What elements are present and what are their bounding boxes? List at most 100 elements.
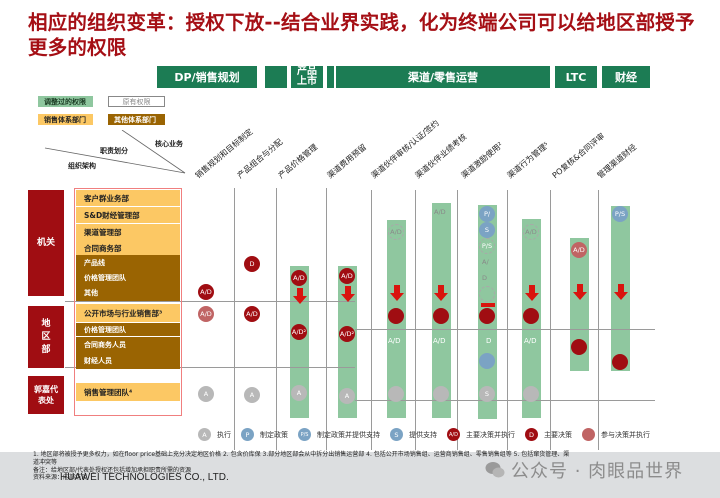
process-bar-dp: DP/销售规划 [157,66,257,88]
arrow-down-icon [390,285,404,301]
marker-decide-execute: A/D [339,268,355,284]
legend-item-policy: P 制定政策 [241,428,288,441]
org-unit: 渠道管理部 [76,224,180,240]
legend-other-dept: 其他体系部门 [108,114,165,125]
marker-decide [612,354,628,370]
process-bar-product-launch: 产品 上市 [291,66,323,88]
column-header: 产品价格管理 [276,142,320,181]
legend-item-decide-execute: A/D 主要决策并执行 [447,428,515,441]
process-bar-label: 财经 [615,71,637,84]
grid-line [65,367,355,368]
decide-icon: D [525,428,538,441]
legend-item-decide: D 主要决策 [525,428,572,441]
grid-line [326,188,327,450]
legend: A 执行 P 制定政策 P/S 制定政策并提供支持 S 提供支持 A/D 主要决… [198,428,650,441]
marker-decide [388,308,404,324]
marker-decide: D [244,256,260,272]
marker-decide-execute: A/D [198,284,214,300]
org-unit: 销售管理团队⁴ [76,383,180,401]
legend-label: 参与决策并执行 [601,430,650,439]
process-bar-channel-retail: 渠道/零售运营 [336,66,550,88]
marker-participate: A/D [198,306,214,322]
adjusted-column [570,238,589,371]
grid-line [507,190,508,450]
legend-label: 制定政策并提供支持 [317,430,380,439]
process-bar-label: LTC [565,70,587,84]
marker-decide-text: D [486,337,492,345]
process-bar-ltc: LTC [555,66,597,88]
marker-original-authority [479,286,495,302]
marker-original-authority: A/D [388,224,404,240]
watermark: 公众号 · 肉眼品世界 [485,457,683,483]
policy-icon: P [241,428,254,441]
process-bar-label: 渠道/零售运营 [407,71,479,84]
marker-decide-execute [479,308,495,324]
grid-line [65,301,355,302]
org-unit: 公开市场与行业销售部³ [76,304,180,322]
adjusted-column [290,266,309,418]
legend-item-execute: A 执行 [198,428,231,441]
marker-policy-support-original: P/S [479,238,495,254]
marker-policy [479,353,495,369]
legend-label: 主要决策 [544,430,572,439]
column-header: 管理渠道财经 [595,142,639,181]
org-unit: 其他 [76,285,180,301]
marker-decide-execute: A/D² [339,326,355,342]
arrow-down-icon [293,288,307,304]
process-bar-label: 产品 [297,66,317,77]
org-unit: 价格管理团队 [76,323,180,336]
label-org-structure: 组织架构 [68,162,96,170]
grid-line [234,188,235,450]
decide-execute-icon: A/D [447,428,460,441]
legend-adjusted-authority: 调整过的权限 [38,96,93,107]
marker-original-text: A/ [482,258,489,266]
column-header: 渠道行为管理⁵ [505,140,551,181]
legend-item-support: S 提供支持 [390,428,437,441]
marker-support: S [479,222,495,238]
column-header: 渠道激励使用² [459,140,505,181]
marker-policy-support: P/S [612,206,628,222]
row-group-regional: 地区部 [28,306,64,368]
legend-item-policy-support: P/S 制定政策并提供支持 [298,428,380,441]
legend-label: 制定政策 [260,430,288,439]
process-bar-gap-right [327,66,334,88]
footnote: 资料来源：内部访谈 [33,474,88,481]
wechat-icon [485,462,505,478]
support-icon: S [390,428,403,441]
legend-label: 执行 [217,430,231,439]
marker-execute: A [291,385,307,401]
marker-decide-execute-text: A/D [524,337,537,345]
footnote: 1. 地区部将被授予更多权力，如在floor price基础上充分决定地区价格 … [33,451,570,458]
marker-decide-execute: A/D [291,270,307,286]
grid-line [371,190,372,450]
process-bar-finance: 财经 [602,66,650,88]
legend-label: 提供支持 [409,430,437,439]
process-bar-label: 上市 [297,76,317,87]
arrow-down-icon [573,284,587,300]
marker-execute: A [198,386,214,402]
marker-participate: A/D [571,242,587,258]
process-bar-label: DP/销售规划 [174,71,240,84]
arrow-down-icon [434,285,448,301]
grid-line [598,190,599,450]
diagonal-header-lines [44,130,186,174]
column-header: 渠道费用预留 [325,142,369,181]
org-unit-group: 合同商务人员 财经人员 [76,337,180,369]
org-unit: 合同商务人员 [84,341,126,349]
label-core-business: 核心业务 [155,140,183,148]
process-bar-gap-left [265,66,287,88]
marker-original-authority: A/D [434,208,446,216]
org-unit: 客户群业务部 [76,190,180,206]
company-name: HUAWEI TECHNOLOGIES CO., LTD. [60,472,229,483]
marker-execute: A [244,387,260,403]
marker-execute [523,386,539,402]
marker-original-authority: A/D [523,224,539,240]
marker-support: S [479,386,495,402]
arrow-down-icon [525,285,539,301]
adjusted-column [338,266,357,418]
marker-decide-execute: A/D [244,306,260,322]
org-unit: 合同商务部 [76,240,180,256]
row-group-rep-office: 郭嘉代表处 [28,376,64,414]
org-unit: 价格管理团队 [76,270,180,286]
marker-decide [523,308,539,324]
